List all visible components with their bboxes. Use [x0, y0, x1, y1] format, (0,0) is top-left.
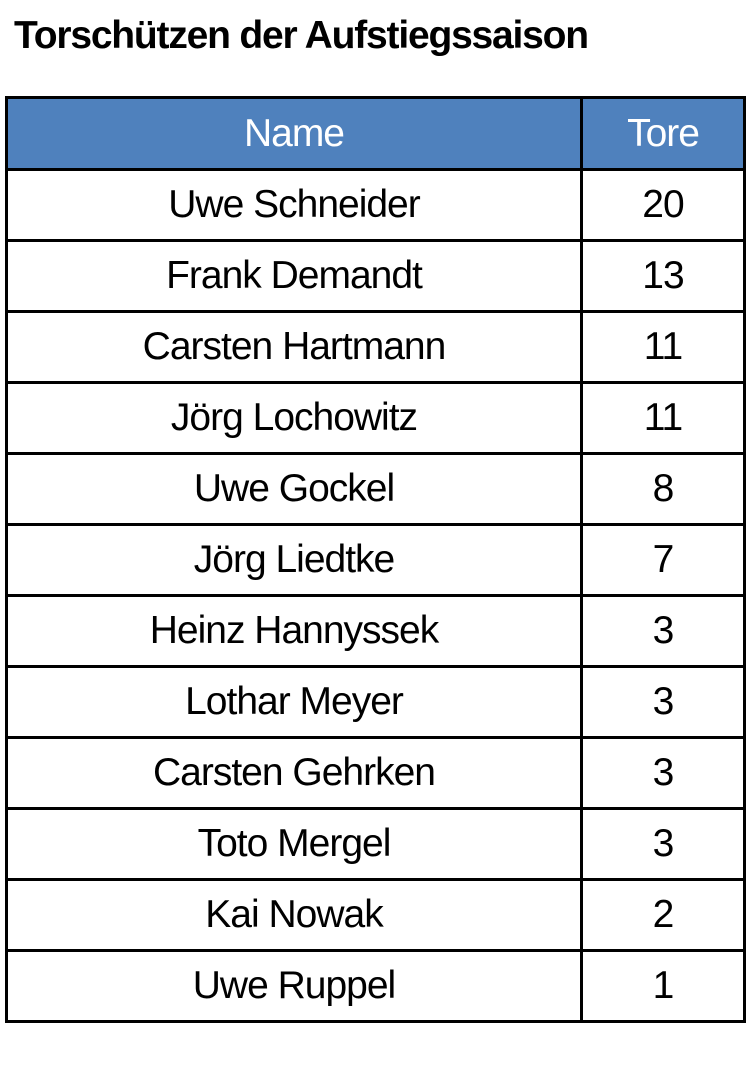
scorers-table: Name Tore Uwe Schneider 20 Frank Demandt 13… [5, 96, 746, 1023]
table-row: Carsten Gehrken 3 [5, 736, 746, 810]
header-name: Name [5, 96, 583, 171]
page-title: Torschützen der Aufstiegssaison [14, 14, 589, 57]
table-row: Carsten Hartmann 11 [5, 310, 746, 384]
goals: 1 [580, 949, 746, 1023]
goals: 3 [580, 594, 746, 668]
player-name: Lothar Meyer [5, 665, 583, 739]
goals: 13 [580, 239, 746, 313]
header-row: Name Tore [5, 96, 746, 171]
table-row: Toto Mergel 3 [5, 807, 746, 881]
goals: 20 [580, 168, 746, 242]
goals: 8 [580, 452, 746, 526]
goals: 11 [580, 310, 746, 384]
player-name: Uwe Gockel [5, 452, 583, 526]
table-row: Uwe Gockel 8 [5, 452, 746, 526]
player-name: Frank Demandt [5, 239, 583, 313]
goals: 7 [580, 523, 746, 597]
player-name: Carsten Hartmann [5, 310, 583, 384]
goals: 11 [580, 381, 746, 455]
goals: 3 [580, 665, 746, 739]
header-tore: Tore [580, 96, 746, 171]
player-name: Jörg Lochowitz [5, 381, 583, 455]
table-row: Frank Demandt 13 [5, 239, 746, 313]
table-row: Jörg Liedtke 7 [5, 523, 746, 597]
table-row: Uwe Ruppel 1 [5, 949, 746, 1023]
table-row: Uwe Schneider 20 [5, 168, 746, 242]
player-name: Heinz Hannyssek [5, 594, 583, 668]
table-row: Kai Nowak 2 [5, 878, 746, 952]
table-row: Lothar Meyer 3 [5, 665, 746, 739]
goals: 2 [580, 878, 746, 952]
player-name: Jörg Liedtke [5, 523, 583, 597]
goals: 3 [580, 807, 746, 881]
goals: 3 [580, 736, 746, 810]
player-name: Toto Mergel [5, 807, 583, 881]
player-name: Kai Nowak [5, 878, 583, 952]
player-name: Uwe Ruppel [5, 949, 583, 1023]
player-name: Uwe Schneider [5, 168, 583, 242]
table-row: Jörg Lochowitz 11 [5, 381, 746, 455]
table-row: Heinz Hannyssek 3 [5, 594, 746, 668]
table-body: Uwe Schneider 20 Frank Demandt 13 Carsten Ha… [5, 168, 746, 1023]
player-name: Carsten Gehrken [5, 736, 583, 810]
